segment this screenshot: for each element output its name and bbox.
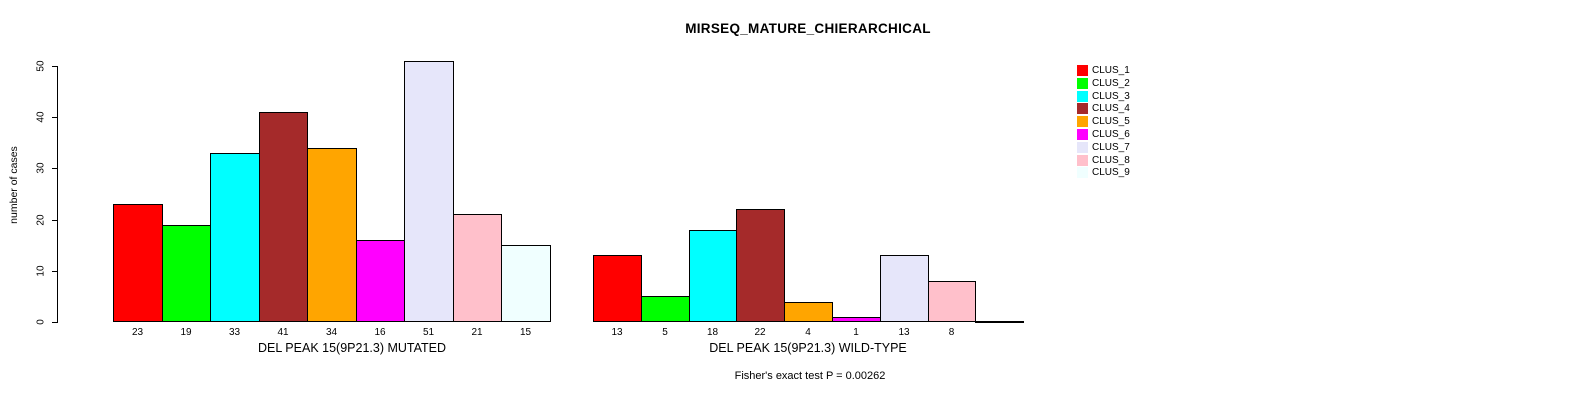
y-tick-label: 40 <box>35 111 47 123</box>
bar-value-label: 23 <box>131 327 144 338</box>
bar-value-label: 4 <box>805 327 811 338</box>
bar-clus-7 <box>880 255 929 322</box>
bar-clus-4 <box>259 112 308 322</box>
x-axis-label-wildtype: DEL PEAK 15(9P21.3) WILD-TYPE <box>709 341 907 355</box>
bar-value-label: 13 <box>611 327 623 338</box>
y-tick-label: 30 <box>35 162 47 174</box>
legend-label: CLUS_8 <box>1092 155 1130 166</box>
bar-value-label: 19 <box>180 327 192 338</box>
bar-clus-5 <box>307 148 357 322</box>
legend-swatch <box>1077 78 1088 89</box>
bar-value-label: 1 <box>853 327 859 338</box>
bar-clus-4 <box>736 209 785 322</box>
legend-label: CLUS_2 <box>1092 78 1130 89</box>
bar-clus-1 <box>113 204 163 322</box>
bar-value-label: 51 <box>422 327 435 338</box>
bar-value-label: 16 <box>374 327 386 338</box>
bar-clus-1 <box>593 255 642 322</box>
legend-swatch <box>1077 155 1088 166</box>
y-tick-mark <box>52 66 57 67</box>
bar-clus-2 <box>641 296 690 322</box>
bar-clus-6 <box>832 317 881 322</box>
bar-value-label: 5 <box>662 327 668 338</box>
bar-clus-8 <box>453 214 502 322</box>
x-axis-label-mutated: DEL PEAK 15(9P21.3) MUTATED <box>257 341 447 355</box>
bar-value-label: 13 <box>898 327 910 338</box>
bar-value-label: 41 <box>277 327 289 338</box>
y-tick-label: 0 <box>35 319 47 325</box>
legend-label: CLUS_1 <box>1092 65 1130 76</box>
bar-value-label: 22 <box>754 327 766 338</box>
bar-value-label: 33 <box>228 327 241 338</box>
y-axis-line <box>57 66 58 323</box>
legend-label: CLUS_4 <box>1092 103 1130 114</box>
y-tick-mark <box>52 168 57 169</box>
bar-clus-9-zero <box>975 321 1024 323</box>
bar-value-label: 15 <box>519 327 532 338</box>
bar-value-label: 21 <box>471 327 483 338</box>
y-tick-label: 10 <box>35 265 47 277</box>
bar-clus-3 <box>689 230 737 322</box>
legend-label: CLUS_6 <box>1092 129 1130 140</box>
bar-clus-8 <box>928 281 976 322</box>
bar-clus-3 <box>210 153 260 322</box>
legend-swatch <box>1077 65 1088 76</box>
legend-swatch <box>1077 142 1088 153</box>
bar-clus-7 <box>404 61 454 322</box>
legend-label: CLUS_3 <box>1092 91 1130 102</box>
y-tick-mark <box>52 322 57 323</box>
bar-value-label: 18 <box>706 327 719 338</box>
bar-clus-9 <box>501 245 551 322</box>
legend-label: CLUS_7 <box>1092 142 1130 153</box>
y-tick-label: 50 <box>35 60 47 72</box>
bar-clus-6 <box>356 240 405 322</box>
legend-swatch <box>1077 129 1088 140</box>
chart-title: MIRSEQ_MATURE_CHIERARCHICAL <box>685 21 931 36</box>
legend-swatch <box>1077 91 1088 102</box>
y-tick-label: 20 <box>35 214 47 226</box>
bar-clus-2 <box>162 225 211 322</box>
bar-value-label: 8 <box>948 327 955 338</box>
y-axis-label: number of cases <box>8 146 20 224</box>
fisher-test-annotation: Fisher's exact test P = 0.00262 <box>734 370 886 382</box>
y-tick-mark <box>52 271 57 272</box>
bar-clus-5 <box>784 302 833 322</box>
y-tick-mark <box>52 220 57 221</box>
y-tick-mark <box>52 117 57 118</box>
legend-swatch <box>1077 167 1088 178</box>
legend-label: CLUS_5 <box>1092 116 1130 127</box>
legend-label: CLUS_9 <box>1092 167 1130 178</box>
legend-swatch <box>1077 116 1088 127</box>
legend-swatch <box>1077 103 1088 114</box>
bar-value-label: 34 <box>325 327 338 338</box>
